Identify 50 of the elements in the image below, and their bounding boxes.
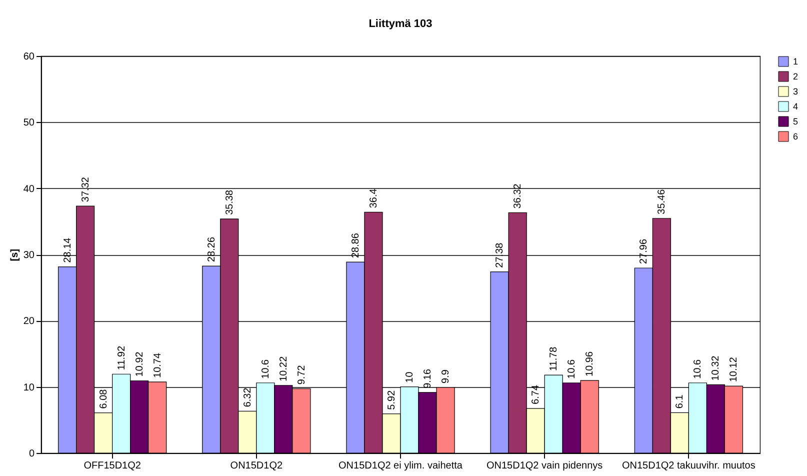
data-label: 6.74	[530, 384, 542, 404]
data-label: 11.78	[548, 346, 560, 372]
data-label: 35.46	[656, 188, 668, 214]
legend-label: 3	[793, 86, 798, 96]
legend-label: 6	[793, 132, 798, 142]
x-tick-label: ON15D1Q2 takuuvihr. muutos	[622, 460, 756, 472]
data-label: 6.1	[674, 394, 686, 409]
chart-title: Liittymä 103	[368, 18, 432, 30]
x-tick-label: ON15D1Q2	[230, 460, 283, 472]
data-label: 10.6	[692, 358, 704, 379]
data-label: 5.92	[386, 390, 398, 410]
data-label: 36.32	[512, 183, 524, 209]
y-tick-label: 30	[23, 250, 35, 261]
y-tick-label: 10	[23, 382, 35, 394]
legend-label: 1	[793, 56, 798, 66]
data-label: 28.14	[62, 237, 74, 263]
data-label: 9.16	[422, 368, 434, 388]
data-label: 27.96	[638, 238, 650, 264]
data-label: 6.32	[242, 387, 254, 408]
data-label: 10.32	[710, 355, 722, 381]
y-tick-label: 0	[28, 448, 35, 460]
y-tick-label: 40	[23, 184, 35, 195]
data-label: 10.92	[134, 351, 146, 377]
data-label: 10.96	[584, 351, 596, 376]
data-label: 28.86	[350, 232, 362, 258]
data-label: 36.4	[368, 188, 380, 208]
data-label: 10.6	[566, 358, 578, 379]
data-label: 27.38	[494, 242, 506, 268]
data-label: 11.92	[116, 345, 128, 370]
y-axis-title: [s]	[9, 248, 20, 262]
x-tick-label: OFF15D1Q2	[84, 460, 142, 472]
data-label: 10.74	[152, 352, 164, 378]
y-tick-label: 60	[23, 52, 35, 62]
y-tick-label: 50	[23, 118, 35, 129]
data-label: 10.6	[260, 358, 272, 379]
data-label: 10.22	[278, 356, 290, 382]
x-tick-label: ON15D1Q2 ei ylim. vaihetta	[338, 460, 463, 472]
legend-label: 2	[793, 72, 798, 82]
x-tick-label: ON15D1Q2 vain pidennys	[486, 460, 603, 472]
legend-label: 4	[793, 102, 798, 112]
data-label: 10.12	[728, 356, 740, 382]
data-label: 6.08	[98, 388, 110, 409]
data-label: 10	[404, 371, 416, 383]
legend-label: 5	[793, 116, 798, 126]
data-label: 35.38	[224, 189, 236, 215]
data-label: 28.26	[206, 236, 218, 262]
data-label: 9.72	[296, 364, 308, 385]
y-tick-label: 20	[23, 316, 35, 328]
data-label: 37.32	[80, 176, 92, 202]
data-label: 9.9	[440, 369, 452, 384]
